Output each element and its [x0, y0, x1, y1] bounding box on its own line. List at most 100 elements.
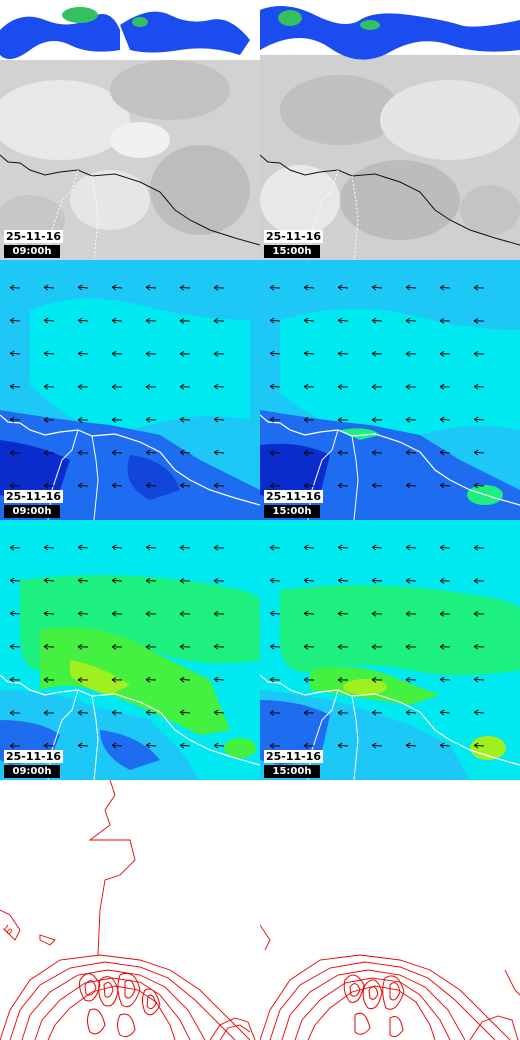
- contour-map-right: [260, 780, 520, 1040]
- wind-arrow-head: [111, 709, 117, 716]
- wind-arrow: [44, 352, 55, 355]
- wind-upper-map-0900: 25-11-16 09:00h: [0, 520, 260, 780]
- cloud-map-0900: 25-11-16 09:00h: [0, 0, 260, 260]
- wind-arrow-head: [43, 350, 49, 357]
- wind-arrow-head: [43, 416, 49, 423]
- wind-arrow: [146, 744, 157, 747]
- wind-arrow-head: [269, 577, 275, 584]
- timestamp-stamp: 25-11-16 15:00h: [264, 230, 324, 258]
- wind-arrow: [10, 612, 21, 615]
- timestamp-stamp: 25-11-16 15:00h: [264, 750, 324, 778]
- wind-arrow-head: [111, 610, 117, 617]
- wind-arrow-head: [405, 742, 411, 749]
- cloud-map-graphic: [260, 0, 520, 260]
- wind-arrow-head: [145, 384, 151, 390]
- wind-arrow-head: [43, 284, 49, 291]
- wind-arrow-head: [337, 677, 343, 683]
- wind-arrow: [10, 579, 21, 582]
- wind-arrow-head: [145, 350, 151, 357]
- wind-arrow: [338, 613, 349, 615]
- wind-arrow-head: [371, 676, 377, 683]
- wind-arrow: [474, 451, 485, 454]
- wind-arrow-head: [303, 643, 309, 650]
- wind-arrow-head: [9, 676, 15, 683]
- wind-arrow-head: [269, 350, 275, 357]
- wind-arrow-head: [439, 351, 445, 357]
- wind-arrow-head: [473, 416, 479, 423]
- wind-arrow-head: [371, 384, 377, 390]
- wind-arrow-head: [439, 544, 445, 551]
- wind-arrow: [406, 484, 417, 487]
- wind-arrow-head: [213, 416, 219, 423]
- wind-arrow-head: [269, 450, 275, 456]
- wind-map-graphic: [260, 520, 520, 780]
- wind-arrow-head: [269, 676, 275, 683]
- wind-arrow: [112, 744, 123, 747]
- map-date: 25-11-16: [4, 750, 64, 763]
- wind-arrow-head: [439, 709, 445, 716]
- wind-arrow: [440, 711, 451, 714]
- wind-arrow-head: [439, 482, 445, 489]
- wind-arrow-head: [179, 544, 185, 551]
- wind-arrow: [270, 612, 281, 615]
- wind-arrow-head: [405, 610, 411, 617]
- wind-arrow: [112, 319, 123, 322]
- wind-arrow-head: [77, 544, 83, 551]
- wind-arrow-head: [145, 644, 151, 650]
- wind-arrow-head: [43, 577, 49, 584]
- wind-arrow-head: [371, 449, 377, 456]
- wind-arrow-head: [145, 742, 151, 749]
- wind-arrow-head: [111, 577, 117, 584]
- wind-arrow-head: [213, 643, 219, 650]
- wind-arrow: [270, 645, 281, 648]
- wind-arrow: [474, 744, 485, 747]
- wind-arrow-head: [9, 482, 15, 489]
- wind-arrow-head: [405, 284, 411, 291]
- wind-arrow: [372, 484, 383, 487]
- wind-arrow-head: [179, 284, 185, 291]
- wind-arrow: [112, 546, 123, 549]
- wind-arrow-head: [303, 610, 309, 617]
- wind-arrow: [304, 319, 315, 322]
- wind-arrow: [180, 287, 191, 289]
- wind-arrow-head: [111, 416, 117, 423]
- wind-arrow-head: [303, 450, 309, 456]
- wind-arrow-head: [43, 643, 49, 650]
- wind-arrow-head: [337, 417, 343, 423]
- wind-arrow-head: [439, 416, 445, 423]
- wind-arrow-head: [213, 676, 219, 683]
- wind-arrow: [304, 286, 315, 289]
- wind-arrow-head: [269, 643, 275, 650]
- wind-arrow-layer: [9, 544, 225, 749]
- wind-arrow-head: [145, 317, 151, 324]
- wind-arrow-head: [269, 383, 275, 390]
- wind-map-graphic: [0, 520, 260, 780]
- wind-arrow-head: [405, 449, 411, 456]
- wind-arrow: [406, 744, 417, 747]
- wind-arrow-head: [337, 709, 343, 716]
- wind-arrow-head: [405, 577, 411, 584]
- wind-arrow-head: [77, 317, 83, 324]
- wind-arrow-head: [371, 284, 377, 291]
- wind-arrow: [78, 353, 89, 355]
- wind-arrow-head: [337, 350, 343, 357]
- wind-arrow-layer: [269, 284, 485, 489]
- wind-arrow: [338, 484, 349, 487]
- wind-arrow: [214, 451, 225, 454]
- wind-arrow-head: [43, 482, 49, 489]
- wind-arrow-head: [77, 449, 83, 456]
- map-time: 09:00h: [4, 505, 60, 518]
- map-date: 25-11-16: [264, 490, 324, 503]
- wind-arrow-head: [371, 350, 377, 357]
- wind-arrow-head: [9, 643, 15, 650]
- wind-arrow: [180, 451, 191, 454]
- wind-arrow-head: [9, 742, 15, 749]
- wind-arrow-head: [303, 710, 309, 716]
- wind-arrow: [112, 286, 123, 289]
- wind-arrow-head: [337, 383, 343, 390]
- wind-arrow: [406, 711, 417, 714]
- wind-arrow-head: [213, 318, 219, 324]
- wind-arrow: [146, 711, 157, 714]
- wind-arrow-head: [303, 577, 309, 584]
